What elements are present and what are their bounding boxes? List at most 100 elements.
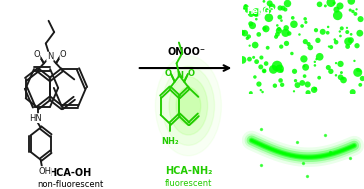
Point — [317, 3, 323, 6]
Point — [250, 24, 256, 27]
Point — [348, 39, 354, 42]
Point — [256, 83, 262, 86]
Point — [333, 74, 339, 77]
Point — [258, 89, 264, 92]
Point — [328, 70, 334, 73]
Point — [360, 77, 364, 80]
Point — [279, 83, 285, 86]
Point — [278, 45, 284, 48]
Point — [240, 58, 245, 61]
Point — [262, 27, 268, 30]
Point — [274, 33, 280, 36]
Point — [340, 77, 346, 80]
Point — [315, 39, 321, 42]
Text: NH₂: NH₂ — [161, 137, 179, 146]
Point — [242, 32, 248, 35]
Ellipse shape — [162, 66, 214, 145]
Point — [291, 90, 297, 93]
Point — [278, 79, 284, 82]
Point — [294, 84, 300, 87]
Point — [325, 25, 331, 28]
Point — [266, 16, 272, 19]
Point — [338, 62, 344, 65]
Point — [333, 8, 339, 11]
Point — [270, 68, 276, 71]
Point — [317, 55, 323, 58]
Point — [327, 150, 333, 153]
Point — [326, 45, 332, 48]
Point — [338, 76, 344, 79]
Point — [253, 13, 259, 16]
Point — [251, 56, 257, 59]
Point — [333, 41, 339, 44]
Point — [357, 83, 363, 86]
Point — [355, 68, 361, 71]
Point — [325, 31, 331, 34]
Text: fluorescent: fluorescent — [165, 179, 212, 188]
Point — [312, 64, 318, 67]
Point — [290, 16, 296, 19]
Point — [301, 57, 307, 60]
Point — [276, 27, 282, 30]
Point — [244, 9, 250, 12]
Point — [274, 64, 280, 67]
Point — [252, 43, 258, 46]
Point — [269, 5, 275, 8]
Point — [344, 30, 350, 33]
Point — [300, 162, 306, 165]
Point — [302, 17, 308, 20]
Point — [248, 91, 254, 94]
Point — [248, 22, 254, 25]
Text: N: N — [176, 71, 183, 80]
Point — [294, 140, 300, 143]
Ellipse shape — [169, 77, 207, 135]
Point — [305, 83, 310, 86]
Point — [299, 81, 305, 84]
Point — [313, 29, 319, 32]
Point — [347, 9, 353, 12]
Point — [350, 10, 356, 13]
Point — [316, 76, 322, 79]
Point — [246, 35, 252, 38]
Point — [337, 30, 343, 33]
Point — [323, 4, 328, 7]
Text: ONOO⁻: ONOO⁻ — [167, 47, 205, 57]
Point — [258, 127, 264, 130]
Point — [352, 59, 357, 62]
Point — [278, 69, 284, 72]
Point — [335, 14, 341, 17]
Point — [354, 8, 360, 11]
Point — [261, 69, 267, 72]
Point — [285, 2, 290, 5]
Point — [328, 1, 334, 4]
Point — [282, 31, 288, 34]
Point — [256, 33, 262, 36]
Point — [263, 8, 269, 11]
Point — [248, 12, 254, 15]
Point — [312, 87, 318, 90]
Text: HepG2: HepG2 — [246, 7, 275, 15]
Point — [328, 46, 334, 49]
Point — [354, 44, 360, 47]
Point — [331, 2, 337, 5]
Point — [299, 24, 305, 27]
Point — [260, 91, 265, 94]
Point — [325, 66, 331, 69]
Point — [267, 10, 273, 13]
Point — [283, 26, 289, 29]
Point — [286, 32, 292, 35]
Point — [282, 8, 288, 11]
Point — [347, 157, 352, 160]
Point — [261, 69, 267, 72]
Text: OH: OH — [38, 167, 51, 176]
Point — [337, 5, 343, 8]
Text: O: O — [165, 69, 171, 78]
Point — [277, 15, 283, 19]
Point — [304, 174, 309, 177]
Point — [258, 56, 264, 59]
Point — [306, 43, 312, 46]
Point — [314, 58, 320, 61]
Point — [350, 91, 356, 94]
Point — [311, 88, 317, 91]
Point — [263, 27, 269, 30]
